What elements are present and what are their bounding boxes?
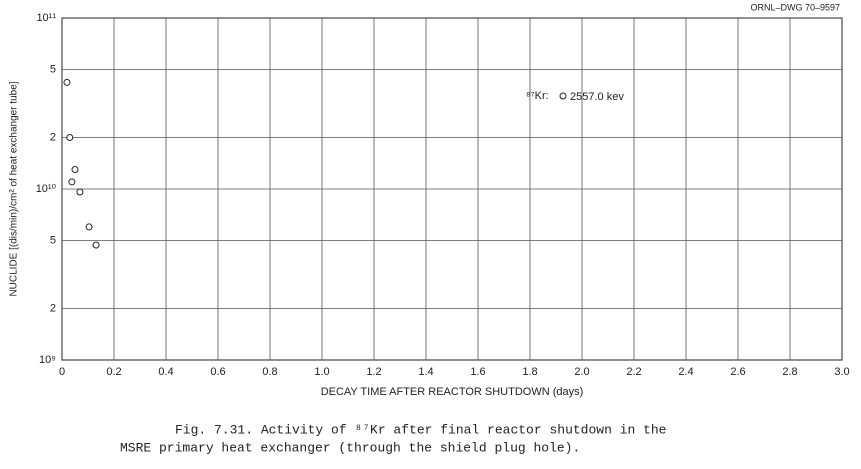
legend-label: ⁸⁷Kr: [526,90,549,102]
x-tick-label: 1.0 [314,366,329,378]
data-point [92,241,100,249]
caption-line: Fig. 7.31. Activity of ⁸⁷Kr after final … [175,422,666,437]
x-tick-label: 2.0 [574,366,589,378]
x-tick-label: 0.8 [262,366,277,378]
x-tick-label: 0 [59,366,65,378]
data-point [63,78,71,86]
x-tick-label: 0.2 [106,366,121,378]
x-tick-label: 2.8 [782,366,797,378]
x-tick-label: 1.6 [470,366,485,378]
y-tick-label: 10¹¹ [36,12,56,24]
x-tick-label: 1.8 [522,366,537,378]
data-point [85,223,93,231]
legend-marker [559,92,567,100]
x-tick-label: 2.6 [730,366,745,378]
y-tick-label: 10⁹ [39,354,56,366]
y-axis-label: NUCLIDE [(dis/min)/cm² of heat exchanger… [9,81,20,296]
caption-line: MSRE primary heat exchanger (through the… [120,440,580,455]
y-tick-label: 2 [50,131,56,143]
legend-note: 2557.0 kev [570,91,624,103]
data-point [71,166,79,174]
y-tick-label: 5 [50,63,56,75]
y-tick-label: 10¹⁰ [36,183,57,195]
drawing-number: ORNL–DWG 70–9597 [750,2,840,12]
x-tick-label: 0.6 [210,366,225,378]
x-tick-label: 1.4 [418,366,433,378]
x-tick-label: 2.4 [678,366,693,378]
data-point [68,178,76,186]
data-point [66,134,74,142]
y-tick-label: 5 [50,234,56,246]
x-tick-label: 1.2 [366,366,381,378]
x-axis-label: DECAY TIME AFTER REACTOR SHUTDOWN (days) [321,386,584,398]
data-point [76,188,84,196]
x-tick-label: 2.2 [626,366,641,378]
y-tick-label: 2 [50,302,56,314]
x-tick-label: 0.4 [158,366,173,378]
x-tick-label: 3.0 [834,366,849,378]
